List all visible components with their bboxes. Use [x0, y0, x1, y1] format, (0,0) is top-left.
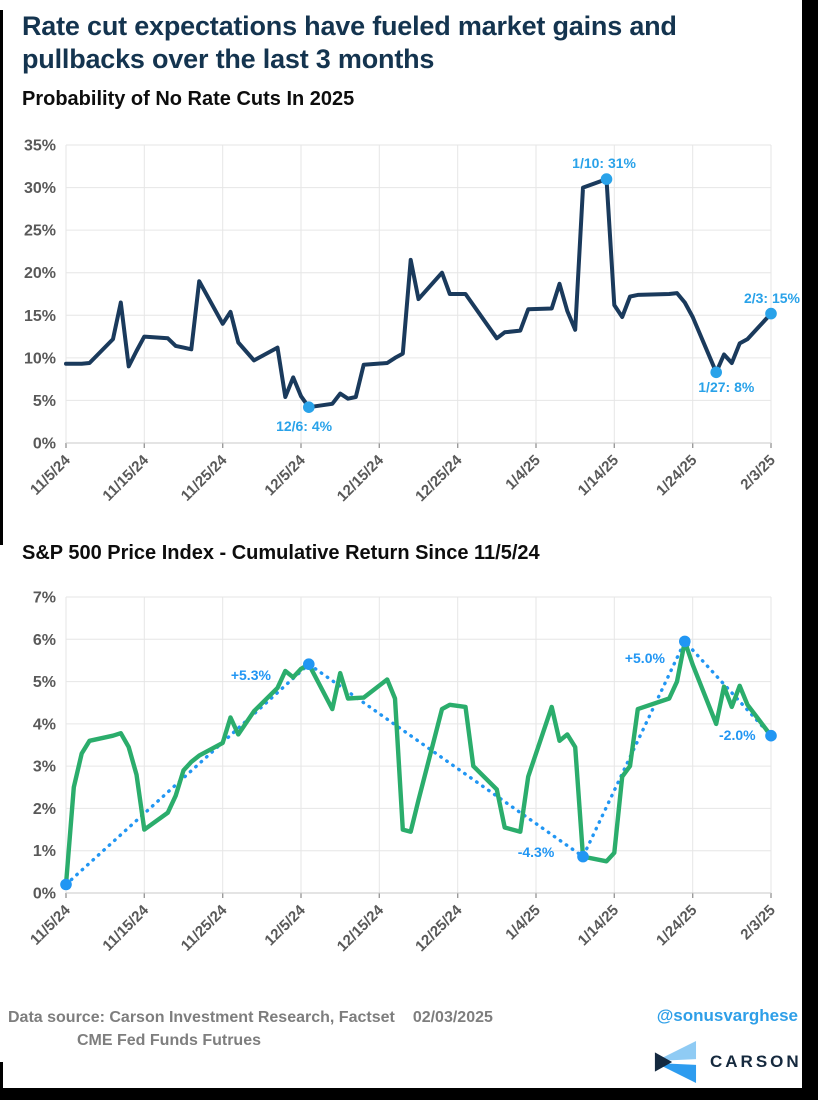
data-point-dot [303, 658, 315, 670]
x-axis-tick-label: 12/15/24 [334, 451, 388, 505]
data-source-line2: CME Fed Funds Futrues [77, 1032, 261, 1049]
logo-triangle-blue [655, 1062, 697, 1084]
y-axis-tick-label: 6% [33, 632, 56, 649]
page-title-line1: Rate cut expectations have fueled market… [22, 11, 677, 41]
y-axis-tick-label: 1% [33, 843, 56, 860]
y-axis-tick-label: 2% [33, 801, 56, 818]
x-axis-tick-label: 1/24/25 [653, 452, 700, 499]
data-point-dot [679, 635, 691, 648]
x-axis-tick-label: 2/3/25 [737, 902, 779, 944]
annotation-label: 1/10: 31% [572, 155, 636, 171]
y-axis-tick-label: 7% [33, 590, 56, 607]
x-axis-tick-label: 12/5/24 [261, 901, 309, 949]
annotation-label: -4.3% [518, 844, 555, 860]
data-source-date: 02/03/2025 [412, 1009, 493, 1026]
x-axis-tick-label: 1/4/25 [502, 452, 544, 494]
logo-triangle-light [655, 1040, 697, 1062]
x-axis-tick-label: 1/4/25 [502, 902, 544, 944]
x-axis-tick-label: 12/25/24 [412, 901, 466, 955]
annotation-label: -2.0% [719, 727, 756, 743]
x-axis-tick-label: 11/5/24 [27, 451, 74, 498]
data-point-dot [577, 850, 589, 863]
data-point-dot [765, 307, 777, 320]
image-border-right [802, 0, 818, 1100]
data-source-text: Data source: Carson Investment Research,… [8, 1009, 395, 1026]
y-axis-tick-label: 5% [33, 674, 56, 691]
data-point-dot [60, 878, 72, 891]
logo-triangle-navy [654, 1052, 673, 1072]
image-border-left-bottom [0, 1062, 3, 1088]
y-axis-tick-label: 10% [24, 350, 56, 367]
y-axis-tick-label: 0% [33, 436, 56, 453]
chart1-title: Probability of No Rate Cuts In 2025 [22, 88, 355, 110]
x-axis-tick-label: 11/25/24 [178, 451, 231, 504]
annotation-label: +5.0% [625, 650, 666, 666]
carson-logo-text: CARSON [710, 1052, 802, 1071]
image-border-left-top [0, 10, 3, 545]
y-axis-tick-label: 25% [24, 223, 56, 240]
data-source-line1: Data source: Carson Investment Research,… [8, 1006, 493, 1029]
x-axis-tick-label: 1/14/25 [575, 452, 622, 499]
data-point-dot [303, 401, 315, 414]
twitter-handle[interactable]: @sonusvarghese [656, 1006, 798, 1025]
y-axis-tick-label: 5% [33, 393, 56, 410]
series-line [63, 639, 774, 887]
x-axis-tick-label: 11/15/24 [99, 901, 152, 954]
x-axis-tick-label: 12/5/24 [261, 451, 309, 499]
y-axis-tick-label: 35% [24, 138, 56, 155]
x-axis-tick-label: 11/25/24 [178, 901, 231, 954]
trendline-dotted [64, 638, 773, 887]
image-border-bottom [0, 1088, 818, 1100]
series-line [64, 177, 773, 410]
x-axis-tick-label: 1/14/25 [575, 902, 622, 949]
x-axis-tick-label: 2/3/25 [737, 452, 779, 494]
x-axis-tick-label: 11/15/24 [99, 451, 152, 504]
data-source-note: Data source: Carson Investment Research,… [8, 1006, 493, 1052]
y-axis-tick-label: 15% [24, 308, 56, 325]
x-axis-tick-label: 11/5/24 [27, 901, 74, 948]
annotation-label: 1/27: 8% [698, 379, 755, 395]
page-title-line2: pullbacks over the last 3 months [22, 44, 435, 74]
data-point-dot [600, 173, 613, 185]
y-axis-tick-label: 0% [33, 886, 56, 903]
x-axis-tick-label: 12/15/24 [334, 901, 388, 955]
page-title: Rate cut expectations have fueled market… [22, 10, 677, 76]
y-axis-tick-label: 3% [33, 759, 56, 776]
y-axis-tick-label: 20% [24, 265, 56, 282]
chart2-title: S&P 500 Price Index - Cumulative Return … [22, 542, 540, 564]
x-axis-tick-label: 1/24/25 [653, 902, 700, 949]
carson-logo: CARSON [652, 1040, 802, 1084]
annotation-label: 12/6: 4% [276, 418, 333, 434]
data-point-dot [765, 729, 777, 742]
annotation-label: 2/3: 15% [744, 290, 801, 306]
data-point-dot [710, 366, 722, 379]
carson-logo-icon [654, 1040, 697, 1084]
x-axis-tick-label: 12/25/24 [412, 451, 466, 505]
y-axis-tick-label: 30% [24, 180, 56, 197]
annotation-label: +5.3% [231, 667, 272, 683]
y-axis-tick-label: 4% [33, 716, 56, 733]
